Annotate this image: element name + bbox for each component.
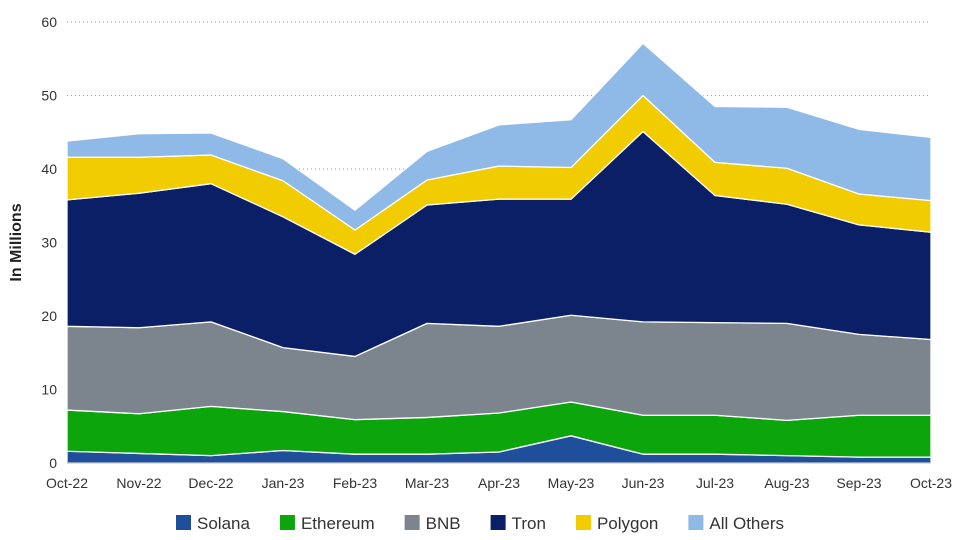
- x-tick-label: Jan-23: [262, 475, 305, 491]
- series-areas: [66, 42, 932, 464]
- x-tick-label: Apr-23: [478, 475, 520, 491]
- x-tick-label: Sep-23: [836, 475, 881, 491]
- x-tick-label: Jul-23: [696, 475, 734, 491]
- legend: Solana Ethereum BNB Tron Polygon All Others: [176, 514, 784, 533]
- y-tick-label: 60: [41, 14, 57, 30]
- legend-label: Polygon: [597, 514, 658, 533]
- x-tick-label: Nov-22: [116, 475, 161, 491]
- legend-swatch-tron: [490, 515, 506, 530]
- legend-label: Tron: [512, 514, 546, 533]
- legend-swatch-all-others: [688, 515, 704, 530]
- x-tick-label: Aug-23: [764, 475, 809, 491]
- area-bnb: [66, 314, 932, 422]
- y-tick-label: 20: [41, 308, 57, 324]
- y-tick-label: 10: [41, 382, 57, 398]
- x-tick-label: Mar-23: [405, 475, 450, 491]
- legend-label: All Others: [709, 514, 784, 533]
- legend-swatch-solana: [176, 515, 191, 530]
- legend-swatch-ethereum: [279, 515, 295, 530]
- x-tick-label: May-23: [548, 475, 595, 491]
- x-tick-label: Oct-23: [910, 475, 952, 491]
- legend-label: Ethereum: [301, 514, 375, 533]
- legend-swatch-polygon: [575, 515, 591, 530]
- y-tick-label: 40: [41, 161, 57, 177]
- legend-swatch-bnb: [404, 515, 420, 530]
- y-axis-ticks: 0 10 20 30 40 50 60: [41, 14, 57, 471]
- x-tick-label: Oct-22: [46, 475, 88, 491]
- y-tick-label: 0: [49, 455, 57, 471]
- x-tick-label: Feb-23: [333, 475, 378, 491]
- x-axis-ticks: Oct-22 Nov-22 Dec-22 Jan-23 Feb-23 Mar-23 Apr-…: [46, 475, 952, 491]
- legend-label: Solana: [197, 514, 250, 533]
- y-axis-title: In Millions: [8, 203, 25, 281]
- area-all-others: [66, 42, 932, 231]
- x-tick-label: Dec-22: [188, 475, 233, 491]
- y-tick-label: 30: [41, 235, 57, 251]
- y-tick-label: 50: [41, 88, 57, 104]
- legend-label: BNB: [426, 514, 461, 533]
- x-tick-label: Jun-23: [622, 475, 665, 491]
